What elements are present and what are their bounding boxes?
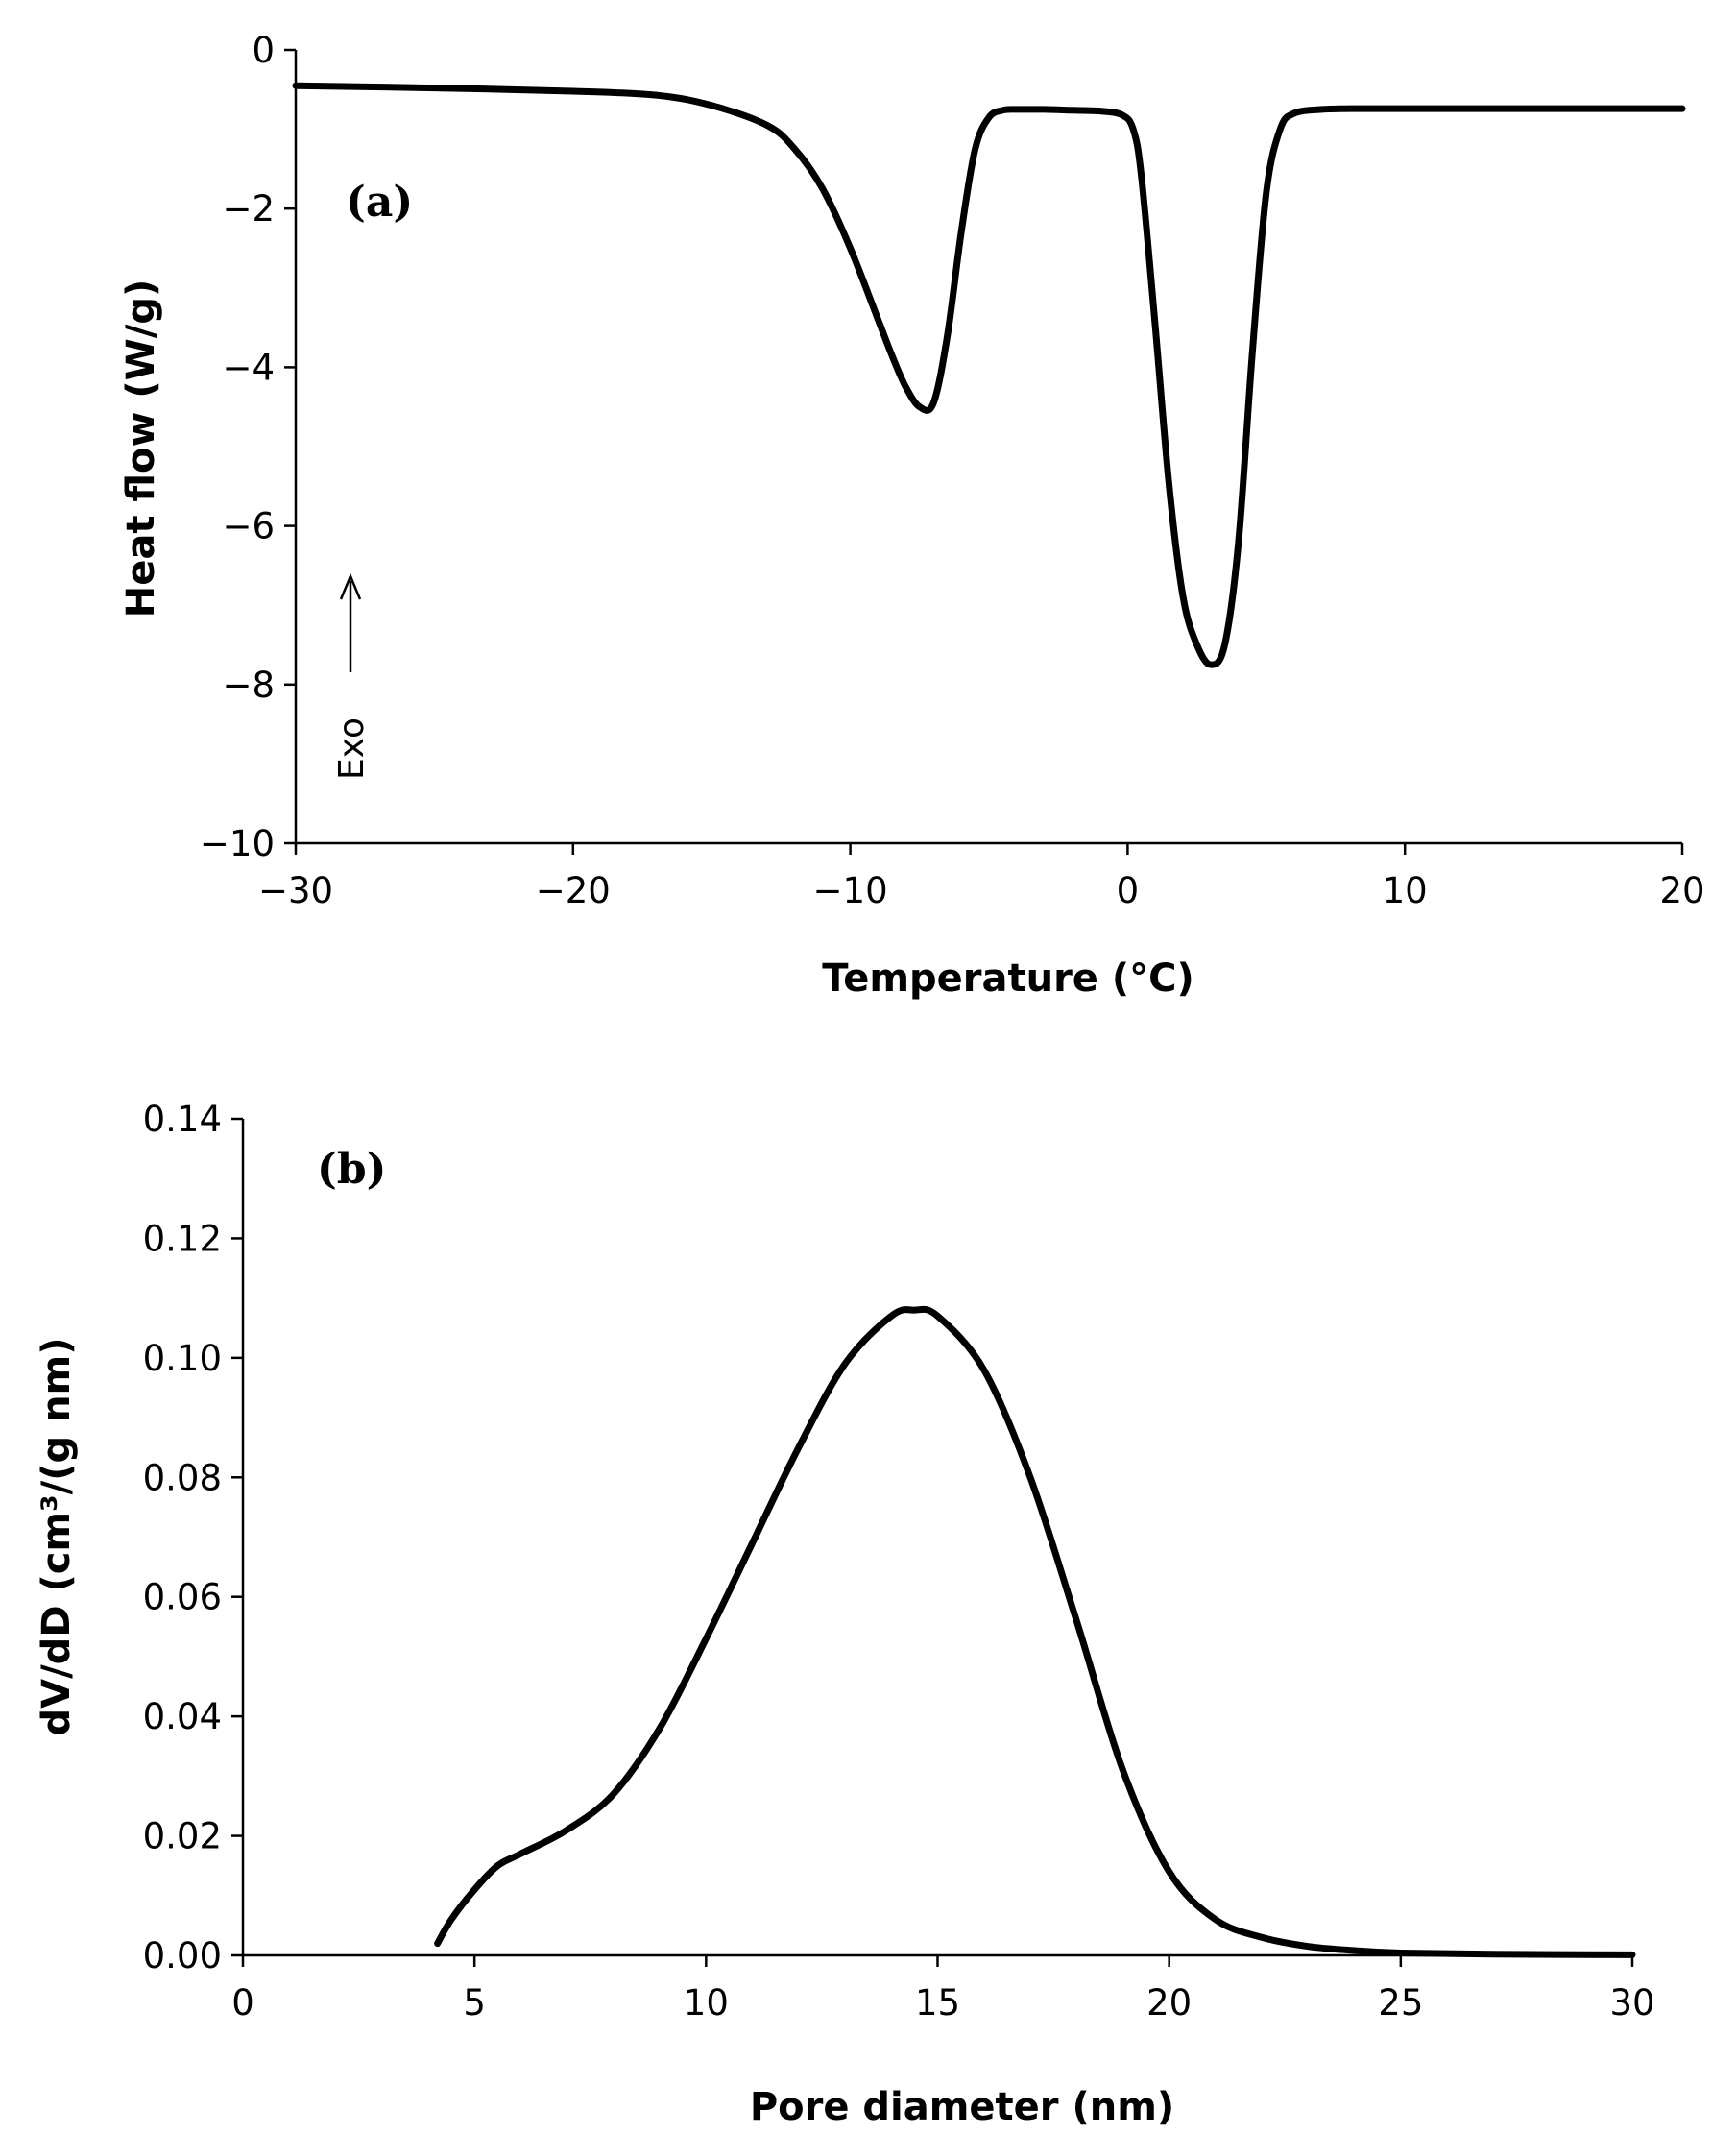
chart-panel-a: 0 −2 −4 −6 −8 −10 −30 −20 −10 0 10 20 (a) Temperatu… — [119, 30, 1705, 1001]
panel-b-y-tick-label: 0.06 — [143, 1577, 222, 1618]
panel-b-series-line — [434, 1305, 1636, 1958]
panel-a-x-tick-label: −30 — [258, 870, 333, 911]
panel-b-axes: 0.00 0.02 0.04 0.06 0.08 0.10 0.12 0.14 0 5 10 15 20… — [143, 1099, 1655, 2024]
panel-a-x-tick-label: 10 — [1383, 870, 1428, 911]
panel-b-y-tick-label: 0.10 — [143, 1338, 222, 1379]
panel-b-marks — [434, 1305, 1636, 1958]
panel-a-y-tick-label: 0 — [252, 30, 275, 71]
panel-b-y-tick-label: 0.02 — [143, 1816, 222, 1857]
panel-a-y-tick-label: −6 — [222, 506, 275, 547]
panel-a-y-tick-label: −2 — [222, 188, 275, 230]
panel-b-x-tick-label: 25 — [1378, 1982, 1423, 2024]
panel-b-y-tick-label: 0.14 — [143, 1099, 222, 1140]
exo-arrow-head-icon — [339, 572, 362, 600]
panel-a-y-axis-title: Heat flow (W/g) — [119, 279, 163, 618]
panel-a-axes: 0 −2 −4 −6 −8 −10 −30 −20 −10 0 10 20 — [200, 30, 1705, 911]
panel-b-x-axis-title: Pore diameter (nm) — [750, 2085, 1174, 2129]
panel-b-label: (b) — [317, 1145, 386, 1194]
panel-b-y-tick-label: 0.08 — [143, 1457, 222, 1498]
panel-b-x-tick-label: 10 — [684, 1982, 729, 2024]
panel-a-x-tick-label: −10 — [813, 870, 888, 911]
panel-a-series-line — [292, 82, 1686, 668]
panel-a-x-tick-label: 0 — [1117, 870, 1140, 911]
panel-b-x-tick-label: 15 — [915, 1982, 960, 2024]
panel-a-y-tick-label: −8 — [222, 665, 275, 706]
panel-b-x-tick-label: 0 — [231, 1982, 254, 2024]
panel-b-y-tick-label: 0.04 — [143, 1696, 222, 1737]
panel-b-y-axis-title: dV/dD (cm³/(g nm) — [35, 1337, 79, 1735]
panel-b-x-tick-label: 30 — [1609, 1982, 1654, 2024]
exo-label: Exo — [332, 717, 372, 780]
panel-b-x-tick-label: 20 — [1146, 1982, 1192, 2024]
panel-a-x-tick-label: 20 — [1659, 870, 1704, 911]
chart-panel-b: 0.00 0.02 0.04 0.06 0.08 0.10 0.12 0.14 0 5 10 15 20… — [35, 1099, 1655, 2129]
panel-a-marks — [292, 82, 1686, 668]
panel-a-y-tick-label: −4 — [222, 347, 275, 388]
panel-a-x-axis-title: Temperature (°C) — [822, 957, 1194, 1001]
panel-b-x-tick-label: 5 — [463, 1982, 486, 2024]
panel-b-y-tick-label: 0.12 — [143, 1218, 222, 1259]
panel-a-y-tick-label: −10 — [200, 823, 275, 864]
exo-annotation: Exo — [332, 572, 372, 780]
panel-b-y-tick-label: 0.00 — [143, 1935, 222, 1976]
panel-a-label: (a) — [346, 178, 413, 227]
panel-a-x-tick-label: −20 — [536, 870, 611, 911]
